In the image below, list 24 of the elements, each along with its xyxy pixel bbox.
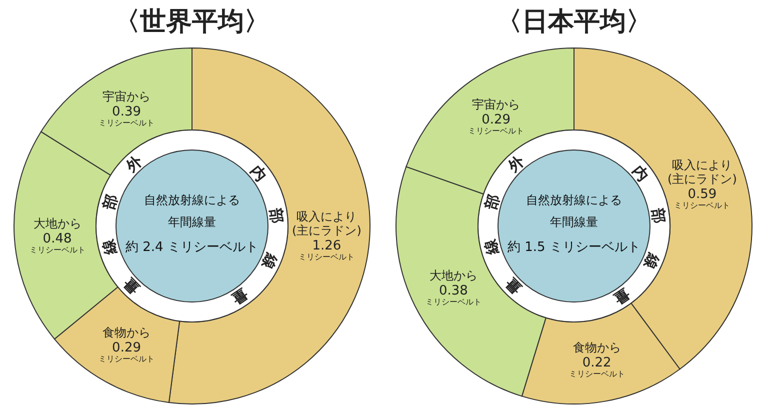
slice-label: 吸入により (主にラドン): [292, 209, 362, 238]
slice-label: 食物から: [102, 326, 151, 340]
slice-label: 大地から: [33, 216, 82, 230]
slice-label: 宇宙から: [472, 97, 520, 112]
data-label: 0.48 ミリシーベルト: [29, 231, 86, 254]
data-label: 0.38 ミリシーベルト: [425, 283, 482, 306]
data-label: 0.29 ミリシーベルト: [468, 112, 524, 136]
chart-title: 〈日本平均〉: [496, 7, 652, 37]
text: 自然放射線による: [526, 193, 622, 207]
text: 約 2.4 ミリシーベルト: [126, 240, 258, 255]
data-label: 0.39 ミリシーベルト: [98, 104, 155, 128]
text: 年間線量: [168, 215, 216, 229]
text: 約 1.5 ミリシーベルト: [508, 240, 640, 255]
text: 年間線量: [550, 215, 598, 229]
slice-label: 食物から: [572, 340, 621, 355]
chart-title: 〈世界平均〉: [114, 7, 270, 37]
data-label: 0.59 ミリシーベルト: [674, 187, 730, 210]
text: 自然放射線による: [144, 193, 240, 207]
data-label: 0.22 ミリシーベルト: [568, 356, 625, 379]
data-label: 0.29 ミリシーベルト: [98, 340, 155, 364]
data-label: 1.26 ミリシーベルト: [298, 238, 355, 262]
slice-label: 大地から: [429, 268, 478, 282]
slice-label: 吸入により (主にラドン): [668, 158, 737, 186]
slice-label: 宇宙から: [102, 89, 151, 104]
